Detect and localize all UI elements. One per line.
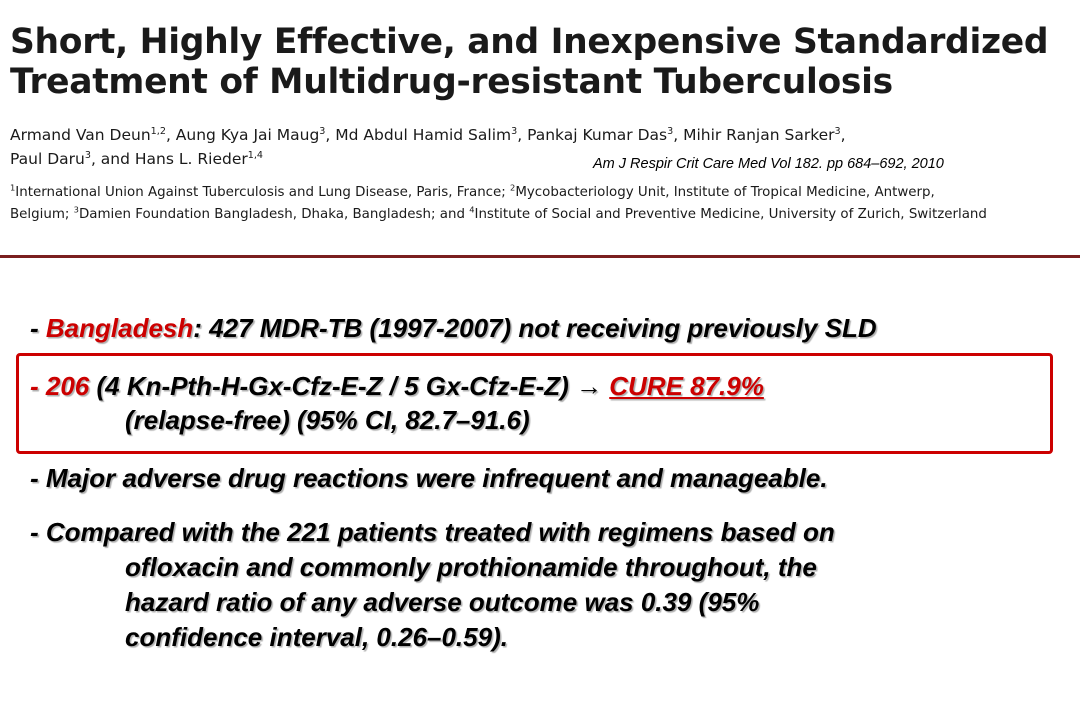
patient-count: - 206 — [30, 371, 90, 401]
affiliation-line-2: Belgium; 3Damien Foundation Bangladesh, … — [10, 204, 1078, 226]
author-affil-sup: 3 — [511, 125, 518, 137]
paper-title-line-2: Treatment of Multidrug-resistant Tubercu… — [10, 62, 893, 102]
affil-sup: 2 — [510, 182, 516, 193]
affil-sup: 3 — [73, 204, 79, 215]
bullet-adverse-reactions: - Major adverse drug reactions were infr… — [30, 463, 828, 493]
affil-text: Belgium; — [10, 207, 74, 222]
author-name: , Mihir Ranjan Sarker — [673, 126, 835, 144]
author-affil-sup: 1,4 — [247, 149, 263, 161]
author-affil-sup: 3 — [84, 149, 91, 161]
bullet-bangladesh: - Bangladesh: 427 MDR-TB (1997-2007) not… — [30, 312, 877, 345]
affil-text: International Union Against Tuberculosis… — [15, 185, 511, 200]
affil-sup: 1 — [10, 182, 16, 193]
bullet-text: : 427 MDR-TB (1997-2007) not receiving p… — [193, 313, 877, 343]
author-affil-sup: 3 — [834, 125, 841, 137]
paper-title-line-1: Short, Highly Effective, and Inexpensive… — [10, 22, 1049, 62]
journal-citation: Am J Respir Crit Care Med Vol 182. pp 68… — [593, 156, 944, 172]
author-list: Armand Van Deun1,2, Aung Kya Jai Maug3, … — [10, 123, 1075, 171]
author-name: , Pankaj Kumar Das — [517, 126, 668, 144]
affiliation-line-1: 1International Union Against Tuberculosi… — [10, 182, 1078, 204]
author-name: , Aung Kya Jai Maug — [165, 126, 320, 144]
highlight-box — [16, 353, 1053, 454]
affil-text: Damien Foundation Bangladesh, Dhaka, Ban… — [78, 207, 470, 222]
affil-text: Mycobacteriology Unit, Institute of Trop… — [515, 185, 935, 200]
author-line-1: Armand Van Deun1,2, Aung Kya Jai Maug3, … — [10, 123, 1075, 147]
author-separator: , — [840, 126, 846, 144]
cure-rate: CURE 87.9% — [609, 371, 764, 401]
regimen-text: (4 Kn-Pth-H-Gx-Cfz-E-Z / 5 Gx-Cfz-E-Z) — [89, 371, 576, 401]
author-affil-sup: 3 — [667, 125, 674, 137]
author-affil-sup: 3 — [319, 125, 326, 137]
author-name: , Md Abdul Hamid Salim — [325, 126, 512, 144]
bullet-comparison-line-3: hazard ratio of any adverse outcome was … — [125, 587, 760, 617]
affil-text: Institute of Social and Preventive Medic… — [474, 207, 987, 222]
bullet-comparison-line-1: - Compared with the 221 patients treated… — [30, 517, 835, 547]
bullet-comparison-line-4: confidence interval, 0.26–0.59). — [125, 622, 508, 652]
author-line-2: Paul Daru3, and Hans L. Rieder1,4 — [10, 147, 1075, 171]
affiliations: 1International Union Against Tuberculosi… — [10, 182, 1078, 226]
affil-sup: 4 — [469, 204, 475, 215]
bullet-cure-line-1: - 206 (4 Kn-Pth-H-Gx-Cfz-E-Z / 5 Gx-Cfz-… — [30, 370, 764, 403]
author-affil-sup: 1,2 — [150, 125, 166, 137]
bullet-prefix: - — [30, 313, 46, 343]
paper-title: Short, Highly Effective, and Inexpensive… — [10, 22, 1075, 102]
bullet-cure-line-2: (relapse-free) (95% CI, 82.7–91.6) — [125, 405, 530, 435]
bullet-comparison-line-2: ofloxacin and commonly prothionamide thr… — [125, 552, 817, 582]
author-name: Armand Van Deun — [10, 126, 151, 144]
section-divider — [0, 255, 1080, 258]
author-name: Paul Daru — [10, 150, 85, 168]
country-highlight: Bangladesh — [45, 313, 194, 343]
arrow-icon: → — [576, 371, 602, 401]
author-name: , and Hans L. Rieder — [90, 150, 248, 168]
